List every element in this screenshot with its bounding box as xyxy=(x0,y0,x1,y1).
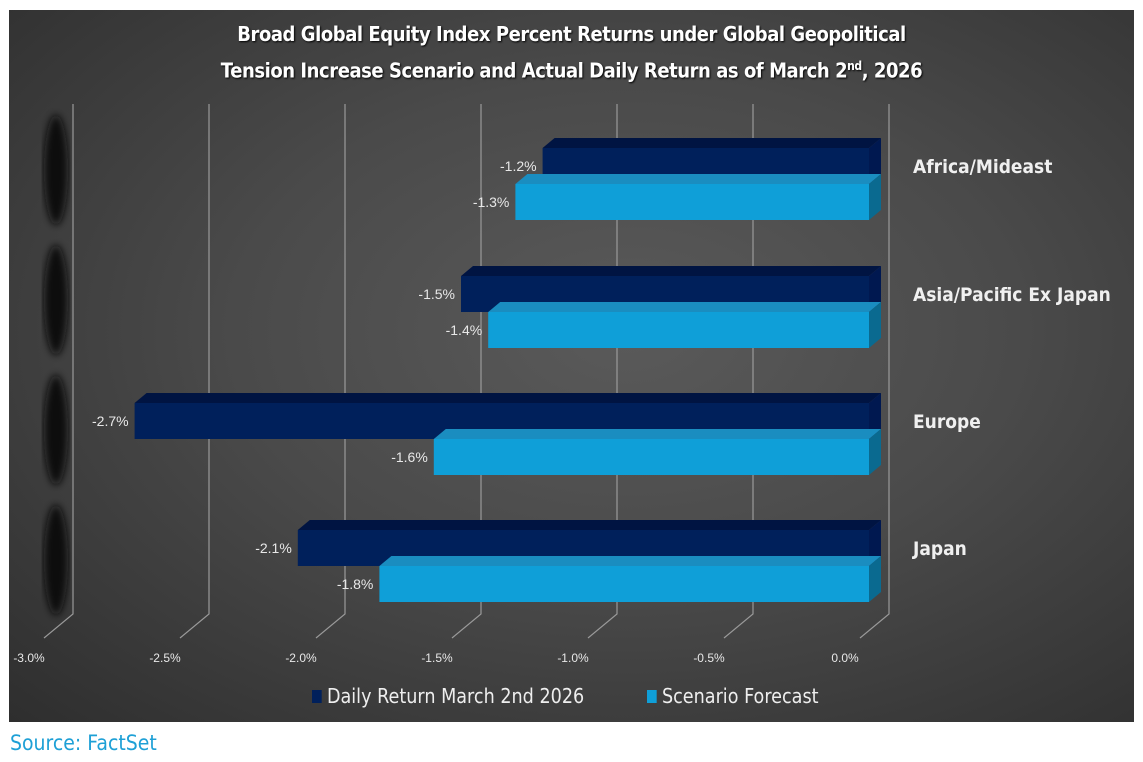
source-note: Source: FactSet xyxy=(10,731,157,755)
bar-side-face xyxy=(869,302,881,348)
category-label: Africa/Mideast xyxy=(913,156,1053,178)
x-tick-label: -2.5% xyxy=(149,651,181,665)
legend-swatch-scenario xyxy=(647,689,657,703)
x-tick-label: -3.0% xyxy=(13,651,45,665)
bar-side-face xyxy=(869,138,881,184)
bar-side-face xyxy=(869,520,881,566)
bar-top-face xyxy=(515,174,881,184)
legend-item-daily-return: Daily Return March 2nd 2026 xyxy=(312,684,584,708)
bar-side-face xyxy=(869,556,881,602)
legend-item-scenario-forecast: Scenario Forecast xyxy=(647,684,819,708)
x-tick-label: 0.0% xyxy=(831,651,859,665)
chart-background xyxy=(9,10,1134,722)
wall-shadow xyxy=(44,115,68,225)
data-label: -1.8% xyxy=(337,576,374,592)
bar-top-face xyxy=(433,429,881,439)
data-label: -1.3% xyxy=(473,194,510,210)
legend-swatch-daily xyxy=(312,689,322,703)
bar-scenario-forecast xyxy=(433,439,869,475)
bar-top-face xyxy=(379,556,881,566)
title-line-2: Tension Increase Scenario and Actual Dai… xyxy=(220,58,923,83)
x-tick-label: -1.5% xyxy=(421,651,453,665)
bar-scenario-forecast xyxy=(488,312,869,348)
category-label: Europe xyxy=(913,411,981,433)
bar-side-face xyxy=(869,266,881,312)
x-tick-label: -2.0% xyxy=(285,651,317,665)
gridline xyxy=(859,104,890,639)
data-label: -1.2% xyxy=(500,158,537,174)
data-label: -1.6% xyxy=(391,449,428,465)
bar-scenario-forecast xyxy=(379,566,869,602)
data-label: -2.1% xyxy=(255,540,292,556)
bar-top-face xyxy=(542,138,881,148)
bar-side-face xyxy=(869,174,881,220)
bar-side-face xyxy=(869,429,881,475)
chart-title: Broad Global Equity Index Percent Return… xyxy=(65,18,1078,87)
bar-top-face xyxy=(134,393,882,403)
gridline xyxy=(179,104,210,639)
gridline xyxy=(315,104,346,639)
bar-top-face xyxy=(488,302,881,312)
title-line-1: Broad Global Equity Index Percent Return… xyxy=(237,22,906,46)
wall-shadow xyxy=(44,375,68,485)
bar-top-face xyxy=(461,266,881,276)
wall-shadow xyxy=(44,245,68,355)
category-label: Asia/Pacific Ex Japan xyxy=(913,284,1111,306)
gridline xyxy=(43,104,74,639)
wall-shadow xyxy=(44,505,68,615)
bar-side-face xyxy=(869,393,881,439)
bar-scenario-forecast xyxy=(515,184,869,220)
category-label: Japan xyxy=(911,538,967,560)
x-tick-label: -0.5% xyxy=(693,651,725,665)
data-label: -2.7% xyxy=(92,413,129,429)
x-tick-label: -1.0% xyxy=(557,651,589,665)
data-label: -1.4% xyxy=(446,322,483,338)
data-label: -1.5% xyxy=(418,286,455,302)
bar-top-face xyxy=(297,520,881,530)
